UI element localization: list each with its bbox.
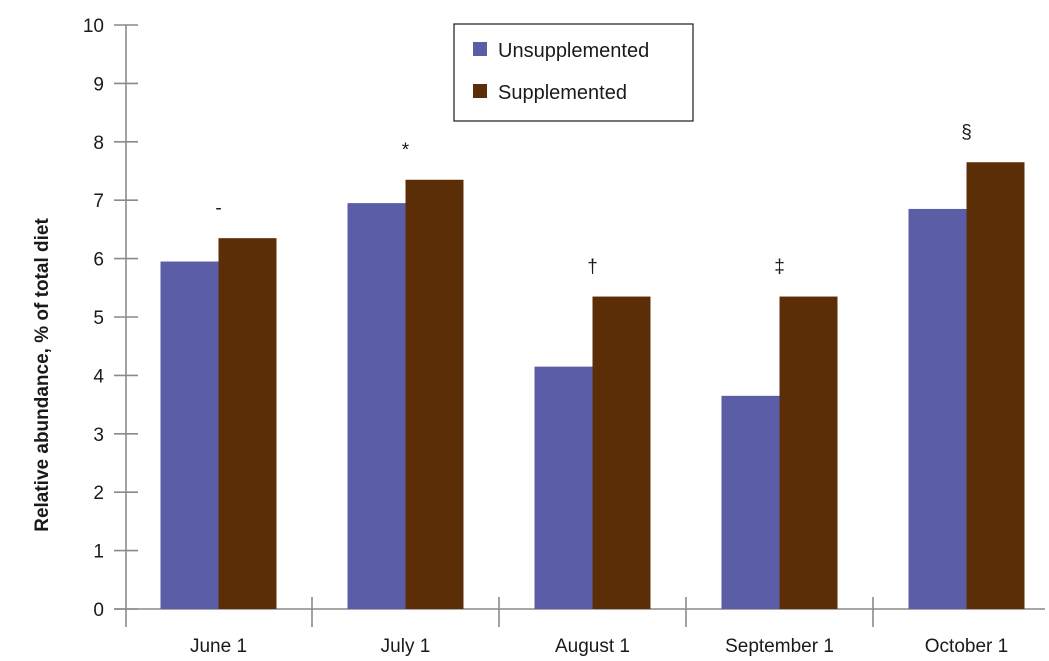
x-category-label: August 1 xyxy=(555,636,630,657)
y-tick-label: 5 xyxy=(93,308,104,329)
legend-swatch-unsupplemented xyxy=(473,42,487,56)
significance-marker: § xyxy=(961,122,972,143)
legend: Unsupplemented Supplemented xyxy=(453,23,694,122)
y-tick-label: 6 xyxy=(93,250,104,271)
legend-label-unsupplemented: Unsupplemented xyxy=(498,40,649,62)
legend-label-supplemented: Supplemented xyxy=(498,82,627,104)
significance-marker: ‡ xyxy=(774,257,785,278)
y-tick-label: 8 xyxy=(93,133,104,154)
bar-supplemented-october-1 xyxy=(966,162,1025,610)
legend-box xyxy=(453,23,694,122)
bars xyxy=(160,162,1025,610)
bar-supplemented-august-1 xyxy=(592,296,651,609)
bar-unsupplemented-july-1 xyxy=(347,203,406,609)
y-tick-label: 0 xyxy=(93,600,104,621)
legend-swatch-supplemented xyxy=(473,84,487,98)
x-category-label: June 1 xyxy=(190,636,247,657)
axes: 0 1 2 3 4 5 6 7 8 9 10 June 1 July 1 August 1 Septembe… xyxy=(83,16,1045,657)
y-tick-label: 9 xyxy=(93,74,104,95)
y-tick-label: 1 xyxy=(93,542,104,563)
x-category-label: October 1 xyxy=(925,636,1008,657)
bar-unsupplemented-september-1 xyxy=(721,395,780,609)
bar-supplemented-july-1 xyxy=(405,179,464,609)
bar-supplemented-june-1 xyxy=(218,238,277,609)
significance-marker: * xyxy=(402,140,410,161)
y-tick-label: 4 xyxy=(93,366,104,387)
significance-marker: - xyxy=(215,198,221,219)
y-tick-label: 10 xyxy=(83,16,104,37)
y-tick-label: 3 xyxy=(93,425,104,446)
bar-unsupplemented-august-1 xyxy=(534,366,593,609)
annotations: - * † ‡ § xyxy=(215,122,971,277)
y-tick-label: 7 xyxy=(93,191,104,212)
x-category-label: July 1 xyxy=(381,636,431,657)
significance-marker: † xyxy=(587,257,598,278)
bar-unsupplemented-june-1 xyxy=(160,261,219,609)
x-category-label: September 1 xyxy=(725,636,834,657)
y-tick-label: 2 xyxy=(93,483,104,504)
y-axis-label: Relative abundance, % of total diet xyxy=(32,218,53,532)
bar-unsupplemented-october-1 xyxy=(908,208,967,609)
bar-supplemented-september-1 xyxy=(779,296,838,609)
